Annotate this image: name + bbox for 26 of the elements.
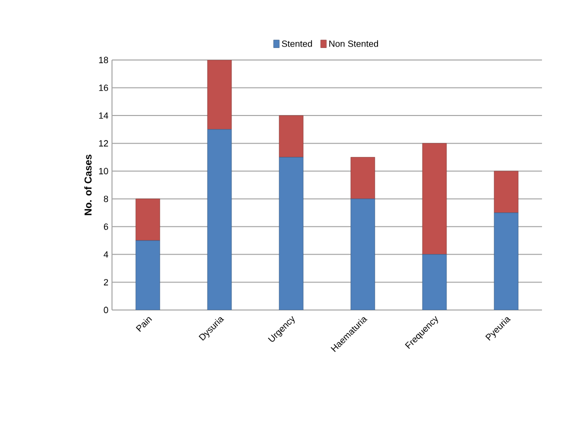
bar — [494, 170, 518, 213]
y-axis-title: No. of Cases — [84, 154, 92, 216]
y-tick-label: 0 — [104, 306, 108, 314]
bar — [278, 115, 304, 158]
bar — [422, 143, 447, 255]
bar — [350, 198, 376, 310]
y-tick-label: 14 — [99, 112, 108, 119]
bar — [207, 129, 232, 310]
y-tick-label: 16 — [99, 84, 108, 91]
y-tick-label: 4 — [104, 251, 108, 258]
legend-label: Stented — [282, 40, 312, 47]
x-tick-label: Pain — [136, 317, 152, 332]
bar — [350, 157, 376, 200]
bar — [278, 157, 304, 310]
y-tick-label: 6 — [104, 223, 108, 230]
y-tick-label: 8 — [104, 196, 108, 202]
y-tick-label: 10 — [99, 168, 108, 174]
bar — [422, 254, 447, 310]
y-tick-label: 12 — [99, 140, 108, 146]
bar — [136, 240, 160, 310]
bar — [494, 212, 518, 310]
legend-label: Non Stented — [329, 40, 378, 47]
bar — [207, 60, 232, 130]
y-tick-label: 18 — [99, 56, 108, 64]
y-tick-label: 2 — [104, 279, 108, 286]
bar — [136, 198, 160, 241]
